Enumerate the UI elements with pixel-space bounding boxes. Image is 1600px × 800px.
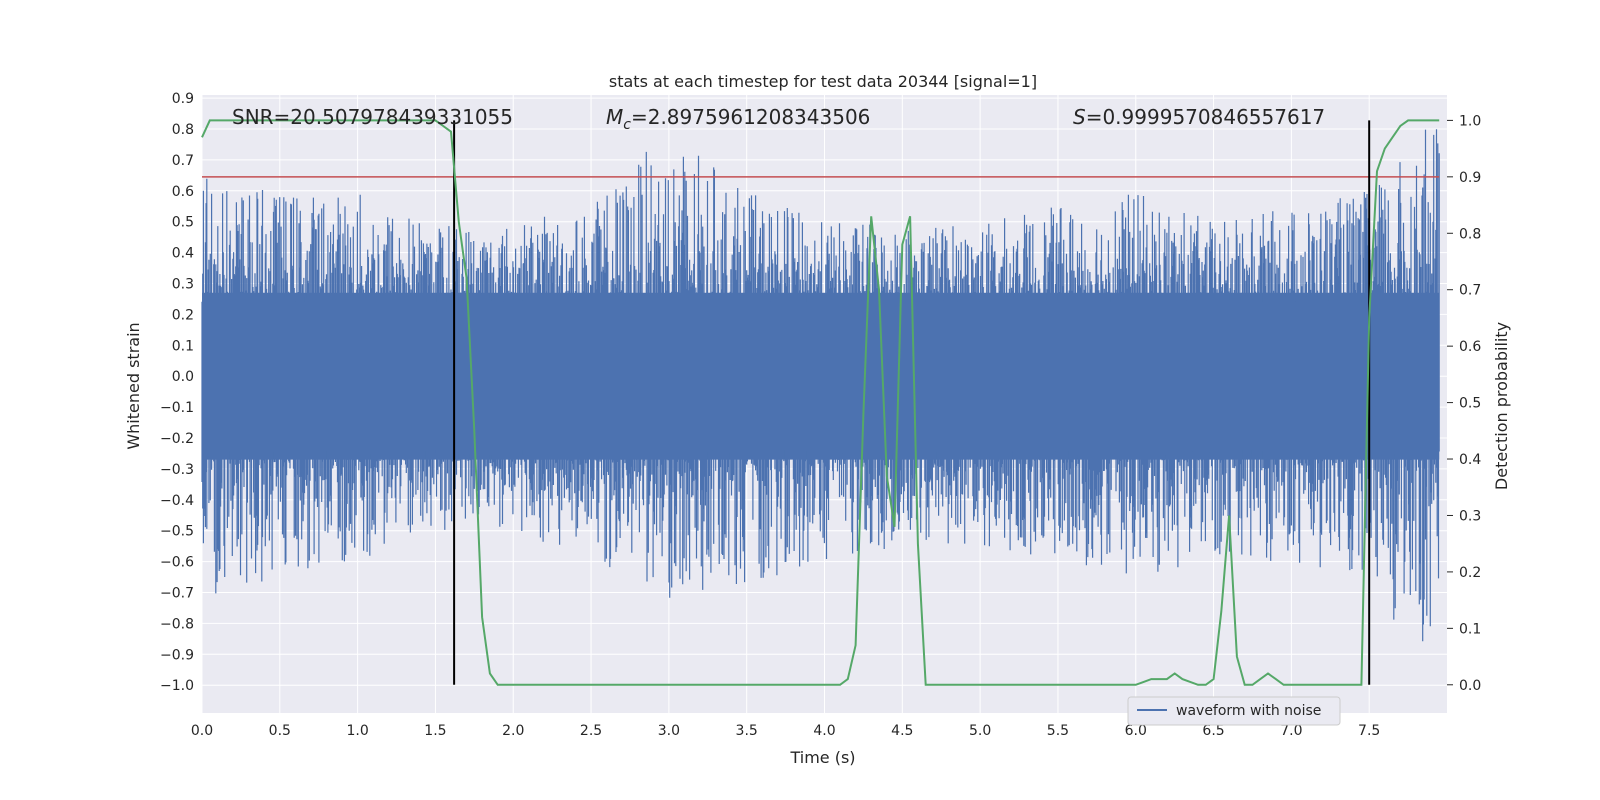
waveform-layer <box>201 129 1440 642</box>
y-left-tick-label-11: −0.2 <box>160 431 194 447</box>
y-left-tick-label-0: 0.9 <box>172 91 194 107</box>
y-left-tick-label-6: 0.3 <box>172 276 194 292</box>
x-tick-label-6: 3.0 <box>658 723 680 739</box>
y-left-tick-label-14: −0.5 <box>160 524 194 540</box>
y-left-tick-label-12: −0.3 <box>160 462 194 478</box>
y-right-tick-label-0: 1.0 <box>1459 113 1481 129</box>
y-right-tick-label-5: 0.5 <box>1459 396 1481 412</box>
y-left-tick-label-9: 0.0 <box>172 369 194 385</box>
y-right-tick-label-1: 0.9 <box>1459 170 1481 186</box>
reference-lines <box>202 120 1440 685</box>
y-left-tick-label-3: 0.6 <box>172 184 194 200</box>
x-tick-label-4: 2.0 <box>502 723 524 739</box>
y-left-tick-label-7: 0.2 <box>172 307 194 323</box>
y-left-tick-label-1: 0.8 <box>172 122 194 138</box>
y-left-tick-label-15: −0.6 <box>160 555 194 571</box>
score-annotation: S=0.9999570846557617 <box>1073 105 1325 129</box>
y-left-tick-label-8: 0.1 <box>172 338 194 354</box>
score-value: =0.9999570846557617 <box>1086 105 1325 129</box>
legend-label-waveform: waveform with noise <box>1176 703 1321 719</box>
score-symbol: S <box>1073 105 1086 129</box>
x-tick-label-3: 1.5 <box>424 723 446 739</box>
x-tick-label-14: 7.0 <box>1280 723 1302 739</box>
y-right-tick-label-10: 0.0 <box>1459 678 1481 694</box>
y-right-tick-label-3: 0.7 <box>1459 283 1481 299</box>
waveform-line <box>201 129 1440 642</box>
x-tick-label-13: 6.5 <box>1202 723 1224 739</box>
y-right-tick-label-9: 0.1 <box>1459 621 1481 637</box>
y-right-tick-label-2: 0.8 <box>1459 226 1481 242</box>
y-left-tick-label-10: −0.1 <box>160 400 194 416</box>
y-left-tick-label-19: −1.0 <box>160 678 194 694</box>
chirp-mass-symbol: M <box>606 105 623 129</box>
chirp-mass-value: =2.8975961208343506 <box>631 105 870 129</box>
snr-annotation: SNR=20.507978439331055 <box>232 105 513 129</box>
x-tick-label-8: 4.0 <box>813 723 835 739</box>
y-left-tick-label-5: 0.4 <box>172 246 194 262</box>
y-right-tick-label-4: 0.6 <box>1459 339 1481 355</box>
x-tick-label-2: 1.0 <box>346 723 368 739</box>
y-right-axis-label: Detection probability <box>1492 322 1511 490</box>
x-tick-label-10: 5.0 <box>969 723 991 739</box>
x-tick-label-11: 5.5 <box>1047 723 1069 739</box>
y-left-axis-ticks: 0.9 0.8 0.7 0.6 0.5 0.4 0.3 0.2 0.1 0.0 −0.1 −0.2 −0… <box>160 91 194 694</box>
y-left-tick-label-4: 0.5 <box>172 215 194 231</box>
chart-title: stats at each timestep for test data 203… <box>609 72 1037 91</box>
x-tick-label-0: 0.0 <box>191 723 213 739</box>
probability-line <box>201 119 1440 686</box>
x-tick-label-9: 4.5 <box>891 723 913 739</box>
y-left-tick-label-17: −0.8 <box>160 616 194 632</box>
chirp-mass-annotation: Mc=2.8975961208343506 <box>606 105 870 133</box>
chirp-mass-subscript: c <box>623 117 631 133</box>
y-left-tick-label-18: −0.9 <box>160 647 194 663</box>
x-tick-label-7: 3.5 <box>736 723 758 739</box>
y-left-tick-label-2: 0.7 <box>172 153 194 169</box>
y-right-tick-label-6: 0.4 <box>1459 452 1481 468</box>
y-left-tick-label-13: −0.4 <box>160 493 194 509</box>
x-axis-label: Time (s) <box>789 748 855 767</box>
y-right-axis-ticks: 1.0 0.9 0.8 0.7 0.6 0.5 0.4 0.3 0.2 0.1 0.0 <box>1447 113 1481 694</box>
y-left-axis-label: Whitened strain <box>124 322 143 449</box>
y-left-tick-label-16: −0.7 <box>160 585 194 601</box>
legend: waveform with noise <box>1127 696 1341 726</box>
y-right-tick-label-8: 0.2 <box>1459 565 1481 581</box>
x-tick-label-12: 6.0 <box>1125 723 1147 739</box>
x-axis-ticks: 0.0 0.5 1.0 1.5 2.0 2.5 3.0 3.5 4.0 4.5 5.0 5.5 6.0 6… <box>191 723 1380 739</box>
probability-layer <box>201 119 1440 686</box>
x-tick-label-1: 0.5 <box>269 723 291 739</box>
y-right-tick-label-7: 0.3 <box>1459 508 1481 524</box>
x-tick-label-5: 2.5 <box>580 723 602 739</box>
legend-box <box>1127 696 1341 726</box>
x-tick-label-15: 7.5 <box>1358 723 1380 739</box>
